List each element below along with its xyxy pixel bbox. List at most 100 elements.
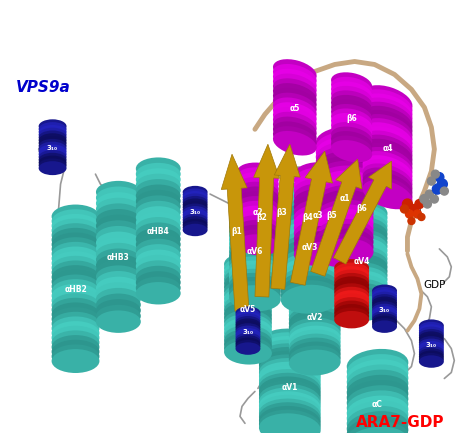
Ellipse shape [334, 266, 369, 284]
Ellipse shape [289, 290, 341, 316]
Ellipse shape [334, 301, 369, 318]
Ellipse shape [236, 331, 260, 343]
Ellipse shape [136, 283, 181, 305]
Circle shape [438, 180, 447, 190]
Ellipse shape [334, 290, 369, 308]
Ellipse shape [236, 328, 260, 341]
Text: β2: β2 [256, 213, 267, 222]
Ellipse shape [347, 354, 409, 385]
Ellipse shape [289, 330, 341, 356]
Ellipse shape [347, 391, 409, 422]
Ellipse shape [336, 296, 388, 322]
Ellipse shape [96, 215, 141, 237]
Circle shape [440, 187, 448, 196]
Ellipse shape [52, 256, 100, 280]
Ellipse shape [224, 295, 272, 319]
Ellipse shape [372, 306, 397, 319]
Ellipse shape [96, 181, 141, 204]
Ellipse shape [259, 384, 321, 415]
Ellipse shape [224, 269, 272, 293]
Ellipse shape [289, 262, 341, 288]
Ellipse shape [237, 163, 279, 184]
Ellipse shape [419, 339, 444, 351]
Circle shape [428, 178, 435, 186]
Ellipse shape [281, 285, 338, 314]
Ellipse shape [336, 283, 388, 309]
Ellipse shape [347, 396, 409, 427]
Ellipse shape [229, 191, 281, 217]
Ellipse shape [419, 320, 444, 332]
Ellipse shape [182, 201, 208, 214]
Ellipse shape [363, 98, 412, 128]
Ellipse shape [229, 195, 281, 221]
Ellipse shape [336, 238, 388, 264]
Ellipse shape [316, 157, 374, 185]
Ellipse shape [294, 242, 342, 266]
Ellipse shape [347, 427, 409, 434]
Ellipse shape [224, 326, 272, 349]
Ellipse shape [96, 305, 141, 328]
Ellipse shape [331, 114, 372, 136]
Ellipse shape [182, 209, 208, 221]
Ellipse shape [224, 265, 272, 289]
Text: 3₁₀: 3₁₀ [190, 209, 201, 214]
Ellipse shape [289, 314, 341, 340]
Ellipse shape [224, 329, 272, 353]
Ellipse shape [273, 122, 317, 147]
Ellipse shape [419, 332, 444, 344]
Ellipse shape [259, 373, 321, 404]
Ellipse shape [289, 302, 341, 328]
Ellipse shape [229, 207, 281, 233]
Text: β4: β4 [302, 213, 313, 222]
Ellipse shape [52, 293, 100, 317]
Ellipse shape [237, 201, 279, 223]
Ellipse shape [229, 224, 281, 250]
Ellipse shape [363, 176, 412, 206]
Ellipse shape [237, 220, 279, 242]
Text: 3₁₀: 3₁₀ [47, 145, 58, 151]
Text: β1: β1 [232, 227, 242, 236]
Text: αV4: αV4 [354, 257, 370, 266]
Ellipse shape [259, 362, 321, 393]
Ellipse shape [182, 204, 208, 217]
Ellipse shape [96, 198, 141, 220]
Ellipse shape [52, 298, 100, 322]
Ellipse shape [273, 112, 317, 137]
Ellipse shape [182, 214, 208, 227]
Text: αHB3: αHB3 [107, 253, 130, 262]
Text: αHB4: αHB4 [147, 227, 170, 236]
Circle shape [418, 214, 425, 221]
Ellipse shape [52, 228, 100, 252]
Ellipse shape [96, 249, 141, 271]
Ellipse shape [52, 312, 100, 336]
Ellipse shape [363, 172, 412, 201]
Ellipse shape [39, 151, 66, 164]
Ellipse shape [229, 212, 281, 237]
Ellipse shape [39, 156, 66, 170]
Ellipse shape [419, 341, 444, 354]
Ellipse shape [363, 160, 412, 189]
Ellipse shape [331, 82, 372, 104]
Ellipse shape [347, 359, 409, 391]
Ellipse shape [336, 242, 388, 268]
Ellipse shape [237, 225, 279, 247]
Ellipse shape [336, 267, 388, 293]
Ellipse shape [331, 100, 372, 122]
Ellipse shape [289, 266, 341, 292]
Ellipse shape [419, 325, 444, 337]
Ellipse shape [372, 318, 397, 331]
Circle shape [420, 195, 429, 204]
Ellipse shape [259, 358, 321, 389]
Ellipse shape [336, 259, 388, 284]
Ellipse shape [237, 211, 279, 232]
Ellipse shape [294, 194, 342, 218]
Ellipse shape [281, 226, 338, 255]
Ellipse shape [273, 69, 317, 94]
Text: α1: α1 [339, 193, 350, 202]
Ellipse shape [136, 174, 181, 197]
Ellipse shape [259, 395, 321, 426]
Ellipse shape [96, 294, 141, 316]
Ellipse shape [182, 219, 208, 232]
Ellipse shape [363, 127, 412, 156]
Ellipse shape [336, 209, 388, 235]
